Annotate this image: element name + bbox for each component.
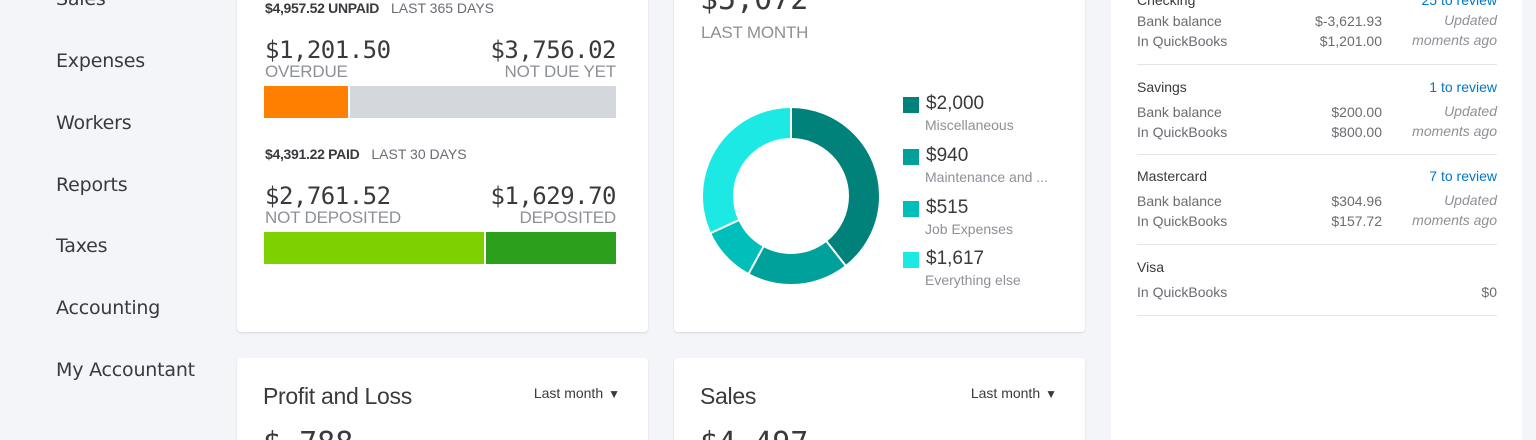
sales-card: Sales Last month ▼ $4,497 [674,358,1085,440]
sales-amount: $4,497 [700,426,808,440]
review-link[interactable]: 1 to review [1429,79,1497,95]
quickbooks-balance-value: $800.00 [1331,124,1382,140]
bank-balance-value: $200.00 [1331,104,1382,120]
bank-account-mastercard[interactable]: Mastercard 7 to review Bank balance $304… [1137,155,1497,245]
updated-time: moments ago [1412,32,1497,48]
quickbooks-balance-value: $0 [1481,284,1497,300]
paid-bar [264,232,616,264]
invoices-card: $4,957.52 UNPAID LAST 365 DAYS $1,201.50 … [237,0,648,332]
deposited-label: DEPOSITED [519,208,617,227]
review-link[interactable]: 7 to review [1429,168,1497,184]
bank-balance-label: Bank balance [1137,104,1222,120]
profit-and-loss-title[interactable]: Profit and Loss [263,383,412,409]
profit-and-loss-amount: $-788 [263,426,353,440]
bank-account-checking[interactable]: Checking 25 to review Bank balance $-3,6… [1137,0,1497,65]
legend-swatch-icon [903,201,919,217]
legend-swatch-icon [903,252,919,268]
bar-divider [348,86,350,118]
overdue-amount[interactable]: $1,201.50 [265,36,391,64]
bank-account-visa[interactable]: Visa In QuickBooks $0 [1137,245,1497,316]
legend-label: Miscellaneous [925,117,1014,133]
nav-item-reports[interactable]: Reports [56,174,128,196]
overdue-bar-segment[interactable] [264,86,348,118]
sales-period-dropdown[interactable]: Last month ▼ [971,385,1057,401]
legend-label: Everything else [925,272,1021,288]
sales-title[interactable]: Sales [700,383,757,409]
paid-summary[interactable]: $4,391.22 PAID LAST 30 DAYS [265,146,467,162]
nav-item-sales[interactable]: Sales [56,0,106,10]
nav-item-my-accountant[interactable]: My Accountant [56,359,195,381]
not-deposited-bar-segment[interactable] [264,232,484,264]
overdue-label: OVERDUE [265,62,348,81]
expenses-period: LAST MONTH [701,23,809,42]
updated-text: Updated [1444,12,1497,28]
paid-period: LAST 30 DAYS [371,146,467,162]
not-due-amount[interactable]: $3,756.02 [490,36,616,64]
unpaid-summary[interactable]: $4,957.52 UNPAID LAST 365 DAYS [265,0,494,16]
updated-status: Updated moments ago [1412,101,1497,141]
bank-accounts-panel: Checking 25 to review Bank balance $-3,6… [1111,0,1522,440]
review-link[interactable]: 25 to review [1421,0,1497,8]
profit-and-loss-period-dropdown[interactable]: Last month ▼ [534,385,620,401]
period-value: Last month [533,385,604,401]
bank-balance-value: $304.96 [1331,193,1382,209]
expenses-total: $5,072 [700,0,808,17]
quickbooks-balance-label: In QuickBooks [1137,33,1228,49]
not-due-bar-segment[interactable] [350,86,616,118]
nav-item-taxes[interactable]: Taxes [56,235,108,257]
updated-status: Updated moments ago [1412,190,1497,230]
deposited-bar-segment[interactable] [486,232,616,264]
nav-item-accounting[interactable]: Accounting [56,297,161,319]
bank-account-savings[interactable]: Savings 1 to review Bank balance $200.00… [1137,65,1497,155]
profit-and-loss-card: Profit and Loss Last month ▼ $-788 [237,358,648,440]
legend-amount: $2,000 [926,93,985,114]
legend-label: Maintenance and ... [925,169,1048,185]
quickbooks-balance-label: In QuickBooks [1137,284,1228,300]
donut-segment-maintenance[interactable] [703,108,879,284]
legend-amount: $1,617 [926,248,985,269]
legend-amount: $515 [926,197,969,218]
not-deposited-label: NOT DEPOSITED [265,208,401,227]
quickbooks-balance-value: $1,201.00 [1319,33,1382,49]
unpaid-bar [264,86,616,118]
period-value: Last month [970,385,1041,401]
unpaid-period: LAST 365 DAYS [391,0,494,16]
updated-time: moments ago [1412,212,1497,228]
account-name: Visa [1137,259,1164,275]
expenses-donut-chart[interactable] [702,107,880,285]
nav-item-expenses[interactable]: Expenses [56,50,145,72]
legend-swatch-icon [903,149,919,165]
account-name: Checking [1137,0,1196,8]
quickbooks-balance-value: $157.72 [1331,213,1382,229]
caret-down-icon: ▼ [1045,387,1057,401]
left-navigation: Sales Expenses Workers Reports Taxes Acc… [0,0,230,440]
bank-balance-value: $-3,621.93 [1315,13,1382,29]
legend-swatch-icon [903,97,919,113]
deposited-amount[interactable]: $1,629.70 [490,182,616,210]
account-name: Savings [1137,79,1187,95]
expenses-card: $5,072 LAST MONTH $2,000 Miscellaneous $… [674,0,1085,332]
bank-balance-label: Bank balance [1137,13,1222,29]
updated-status: Updated moments ago [1412,10,1497,50]
bar-divider [484,232,486,264]
legend-amount: $940 [926,145,969,166]
not-deposited-amount[interactable]: $2,761.52 [265,182,391,210]
account-name: Mastercard [1137,168,1208,184]
bank-balance-label: Bank balance [1137,193,1222,209]
unpaid-amount: $4,957.52 UNPAID [265,0,380,16]
updated-time: moments ago [1412,123,1497,139]
paid-amount: $4,391.22 PAID [265,146,360,162]
caret-down-icon: ▼ [608,387,620,401]
quickbooks-balance-label: In QuickBooks [1137,124,1228,140]
nav-item-workers[interactable]: Workers [56,112,132,134]
updated-text: Updated [1444,192,1497,208]
quickbooks-balance-label: In QuickBooks [1137,213,1228,229]
not-due-label: NOT DUE YET [504,62,617,81]
legend-label: Job Expenses [925,221,1013,237]
updated-text: Updated [1444,103,1497,119]
